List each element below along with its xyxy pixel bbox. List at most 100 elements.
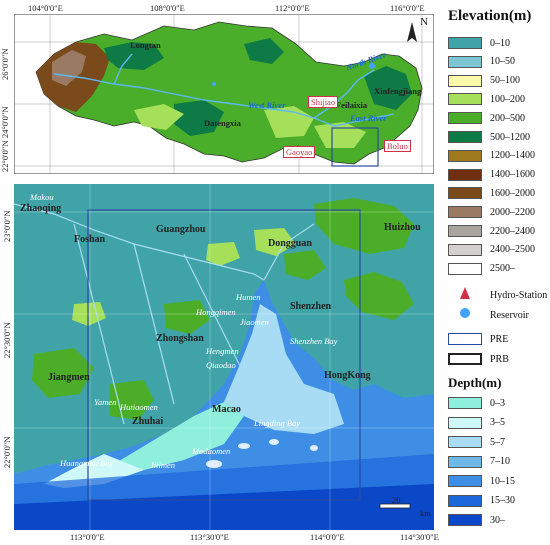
top-lat-tick-2: 24°0'0"N	[0, 106, 10, 138]
bottom-lon-tick-4: 114°30'0"E	[400, 532, 439, 542]
hydro-station-label: Hydro-Station	[490, 289, 548, 301]
top-lon-tick-4: 116°0'0"E	[390, 3, 425, 13]
bottom-lat-tick-3: 22°0'0"N	[2, 436, 12, 468]
depth-legend-item: 3–5	[448, 416, 505, 430]
scale-unit: km	[420, 508, 431, 518]
outlet-lingding-bay: Lingding Bay	[254, 418, 301, 428]
outlet-hongqimen: Hongqimen	[196, 307, 236, 317]
elevation-legend-swatch	[448, 206, 482, 219]
elevation-legend-item: 1400–1600	[448, 168, 535, 182]
depth-legend-label: 0–3	[490, 397, 505, 409]
place-longtan: Longtan	[130, 40, 161, 50]
outlet-makou: Makou	[30, 192, 54, 202]
prb-label: PRB	[490, 353, 509, 365]
legend-pre: PRE	[448, 332, 508, 346]
elevation-legend-swatch	[448, 55, 482, 68]
depth-legend-item: 7–10	[448, 455, 510, 469]
outlet-jitimen: Jitimen	[150, 460, 176, 470]
elevation-legend-item: 10–50	[448, 55, 515, 69]
pre-box	[331, 127, 379, 167]
elevation-legend-label: 2200–2400	[490, 225, 535, 237]
river-west: West River	[248, 100, 286, 110]
pre-rectangle	[87, 209, 361, 501]
depth-legend-swatch	[448, 494, 482, 507]
top-lon-tick-3: 112°0'0"E	[275, 3, 310, 13]
top-lon-tick-2: 108°0'0"E	[150, 3, 185, 13]
place-datengxia: Datengxia	[204, 118, 241, 128]
station-shijiao: Shijiao	[308, 96, 339, 108]
elevation-legend-swatch	[448, 243, 482, 256]
city-zhongshan: Zhongshan	[156, 333, 204, 344]
elevation-legend-label: 2500–	[490, 263, 515, 275]
elevation-legend-item: 200–500	[448, 111, 525, 125]
elevation-legend-swatch	[448, 112, 482, 125]
depth-legend-item: 10–15	[448, 474, 515, 488]
depth-legend-label: 5–7	[490, 436, 505, 448]
depth-legend-swatch	[448, 475, 482, 487]
station-boluo: Boluo	[384, 140, 411, 152]
place-xinfengjiang: Xinfengjiang	[374, 86, 422, 96]
elevation-legend-label: 200–500	[490, 112, 525, 124]
outlet-shenzhen-bay: Shenzhen Bay	[290, 336, 338, 346]
depth-legend-label: 3–5	[490, 417, 505, 428]
city-hongkong: HongKong	[324, 370, 371, 381]
depth-legend-swatch	[448, 514, 482, 526]
bottom-lon-tick-3: 114°0'0"E	[310, 532, 345, 542]
elevation-legend-swatch	[448, 74, 482, 87]
elevation-legend-item: 50–100	[448, 74, 520, 88]
city-jiangmen: Jiangmen	[48, 372, 90, 383]
city-huizhou: Huizhou	[384, 222, 421, 233]
place-feilaixia: Feilaixia	[336, 100, 368, 110]
elevation-legend-label: 2400–2500	[490, 244, 535, 256]
elevation-legend-item: 500–1200	[448, 130, 530, 144]
elevation-legend-label: 1600–2000	[490, 187, 535, 199]
elevation-legend-item: 2500–	[448, 262, 515, 276]
north-label: N	[420, 16, 428, 28]
hydro-station-icon	[448, 286, 482, 304]
elevation-legend-label: 50–100	[490, 75, 520, 87]
depth-legend-swatch	[448, 455, 482, 468]
reservoir-label: Reservoir	[490, 309, 529, 321]
depth-legend-swatch	[448, 436, 482, 448]
prb-box-icon	[448, 353, 482, 365]
elevation-legend-swatch	[448, 131, 482, 143]
depth-legend-swatch	[448, 397, 482, 409]
outlet-hutiaomen: Hutiaomen	[120, 402, 158, 412]
outlet-modaomen: Modaomen	[192, 446, 231, 456]
river-east: East River	[350, 113, 387, 123]
bottom-map	[14, 184, 434, 530]
elevation-legend-item: 2400–2500	[448, 243, 535, 257]
elevation-legend-label: 1400–1600	[490, 169, 535, 181]
city-shenzhen: Shenzhen	[290, 301, 332, 312]
legend-prb: PRB	[448, 352, 509, 366]
depth-legend-label: 10–15	[490, 475, 515, 487]
elevation-legend-swatch	[448, 93, 482, 106]
elevation-legend-swatch	[448, 187, 482, 200]
pre-label: PRE	[490, 333, 509, 345]
elevation-legend-label: 2000–2200	[490, 206, 535, 218]
city-guangzhou: Guangzhou	[156, 224, 206, 235]
city-dongguan: Dongguan	[268, 238, 312, 249]
elevation-legend-label: 500–1200	[490, 131, 530, 143]
top-map: 104°0'0"E	[14, 14, 434, 174]
elevation-legend-item: 1200–1400	[448, 149, 535, 163]
elevation-legend-item: 2000–2200	[448, 205, 535, 219]
depth-legend-label: 30–	[490, 514, 505, 526]
outlet-hengmen: Hengmen	[206, 346, 239, 356]
city-zhuhai: Zhuhai	[132, 416, 164, 427]
bottom-lon-tick-2: 113°30'0"E	[190, 532, 229, 542]
depth-legend-item: 30–	[448, 513, 505, 527]
outlet-qiaodao: Qiaodao	[206, 360, 236, 370]
pre-box-icon	[448, 333, 482, 345]
city-foshan: Foshan	[74, 234, 106, 245]
depth-legend-item: 0–3	[448, 396, 505, 410]
elevation-legend-label: 10–50	[490, 56, 515, 68]
city-zhaoqing: Zhaoqing	[20, 203, 62, 214]
depth-legend-label: 15–30	[490, 495, 515, 506]
elevation-legend-swatch	[448, 37, 482, 49]
outlet-jiaomen: Jiaomen	[240, 317, 269, 327]
legend-reservoir: Reservoir	[448, 308, 529, 322]
outlet-humen: Humen	[236, 292, 261, 302]
station-gaoyao: Gaoyao	[283, 146, 316, 158]
lingding-bay	[224, 304, 344, 434]
